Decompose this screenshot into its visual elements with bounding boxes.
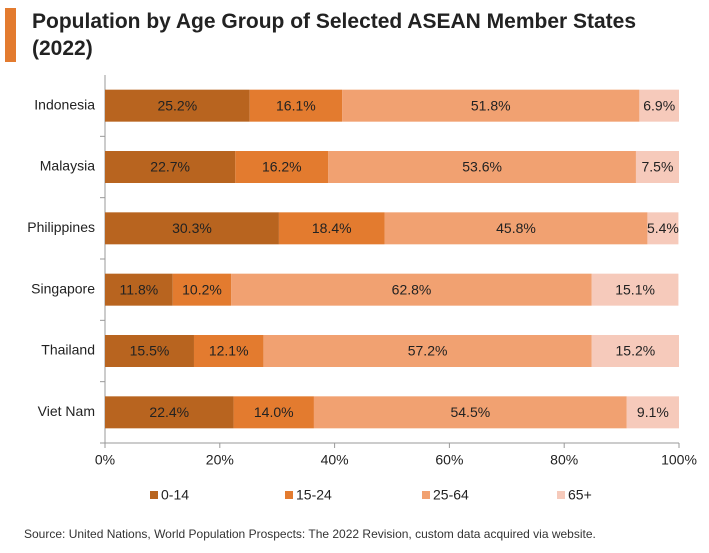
data-label: 45.8% [496,220,536,236]
data-label: 7.5% [642,159,674,175]
bar-segment [384,212,648,245]
bar-segment [635,151,679,183]
legend-label: 0-14 [161,487,189,503]
legend-label: 25-64 [433,487,469,503]
x-tick-label: 0% [95,452,115,468]
data-label: 15.5% [130,343,170,359]
bar-segment [105,396,234,429]
bar-segment [263,335,592,367]
legend-swatch [150,491,158,499]
data-label: 14.0% [254,404,294,420]
bar-segment [626,396,679,429]
y-tick-label: Philippines [27,219,95,235]
x-tick-label: 40% [321,452,349,468]
bar-segment [342,89,640,122]
bar-segment [105,335,194,367]
y-tick-label: Viet Nam [38,403,95,419]
bar-segment [647,212,679,245]
bar-segment [105,273,173,306]
data-label: 9.1% [637,404,669,420]
x-tick-label: 20% [206,452,234,468]
data-label: 16.1% [276,97,316,113]
data-label: 51.8% [471,97,511,113]
bar-segment [591,273,679,306]
data-label: 54.5% [450,404,490,420]
y-tick-label: Malaysia [40,158,95,174]
legend-label: 15-24 [296,487,332,503]
data-label: 15.1% [615,281,655,297]
bar-segment [328,151,636,183]
legend-swatch [422,491,430,499]
bar-segment [639,89,679,122]
data-label: 22.4% [149,404,189,420]
y-tick-label: Indonesia [34,96,95,112]
y-tick-label: Thailand [41,342,95,358]
bar-segment [105,212,279,245]
data-label: 10.2% [182,281,222,297]
data-label: 22.7% [150,159,190,175]
bar-segment [193,335,264,367]
data-label: 6.9% [643,97,675,113]
bar-segment [249,89,343,122]
legend-label: 65+ [568,487,592,503]
data-label: 57.2% [408,343,448,359]
legend-swatch [285,491,293,499]
bar-segment [105,151,236,183]
x-tick-label: 60% [435,452,463,468]
y-tick-label: Singapore [31,280,95,296]
data-label: 15.2% [616,343,656,359]
x-tick-label: 80% [550,452,578,468]
x-tick-label: 100% [661,452,697,468]
chart-title: Population by Age Group of Selected ASEA… [32,10,637,60]
bar-segment [313,396,627,429]
bar-segment [233,396,314,429]
data-label: 5.4% [647,220,679,236]
bar-segment [278,212,385,245]
data-label: 62.8% [392,281,432,297]
bar-segment [172,273,232,306]
data-label: 16.2% [262,159,302,175]
data-label: 25.2% [157,97,197,113]
data-label: 18.4% [312,220,352,236]
source-note: Source: United Nations, World Population… [24,527,596,541]
legend-swatch [557,491,565,499]
data-label: 11.8% [120,281,159,297]
bar-segment [591,335,679,367]
data-label: 30.3% [172,220,212,236]
bar-segment [231,273,592,306]
data-label: 12.1% [209,343,249,359]
data-label: 53.6% [462,159,502,175]
bar-segment [235,151,329,183]
bar-segment [105,89,250,122]
title-accent [5,8,16,62]
